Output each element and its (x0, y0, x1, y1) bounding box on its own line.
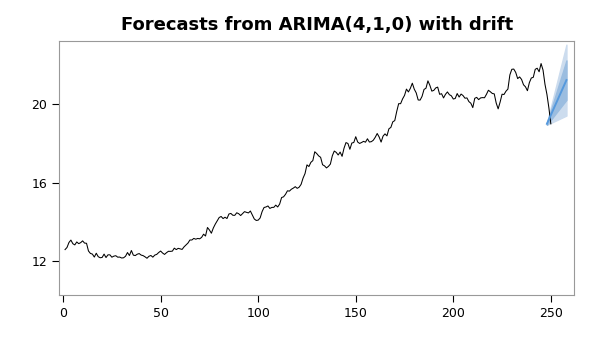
Title: Forecasts from ARIMA(4,1,0) with drift: Forecasts from ARIMA(4,1,0) with drift (121, 16, 513, 34)
